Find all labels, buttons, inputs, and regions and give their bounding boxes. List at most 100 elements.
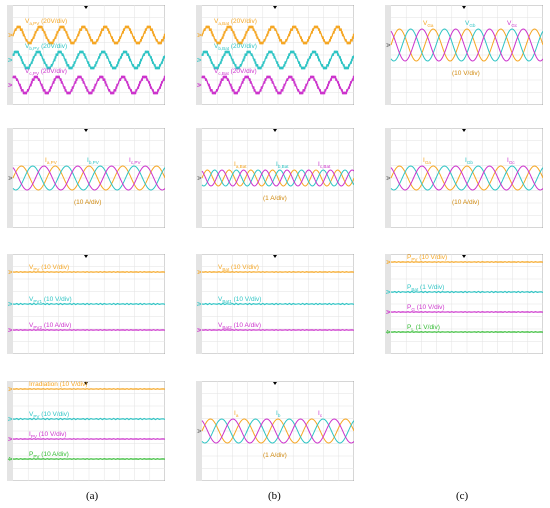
trace-label-3: IPV (10 V/div)	[29, 431, 67, 439]
trace-label-3: Ic,PV	[129, 157, 141, 165]
trace-label-2: VPV (10 V/div)	[29, 411, 69, 419]
scale-label: (10 A/div)	[452, 199, 479, 206]
trace-label-1: VGa	[423, 20, 434, 28]
trace-label-1: Va,PV (20V/div)	[25, 18, 67, 26]
waveform-3	[201, 329, 354, 331]
scope-panel-b2: Ia,Bat Ib,Bat Ic,Bat 1 (1 A/div)	[196, 128, 354, 228]
caption-a: (a)	[86, 490, 99, 502]
trace-label-3: Vc,PV (20V/div)	[25, 68, 67, 76]
waveform-1	[12, 388, 165, 390]
waveform-3	[390, 311, 543, 313]
waveform-2	[12, 417, 165, 421]
waveform-3	[12, 165, 165, 191]
svg-text:1: 1	[386, 176, 389, 182]
waveform-2	[201, 169, 354, 187]
svg-text:2: 2	[197, 302, 200, 308]
scope-panel-b4: Ia Ib Ic 1 (1 A/div)	[196, 381, 354, 481]
scope-panel-c1: VGa VGb VGc 1 (10 V/div)	[385, 5, 543, 105]
trigger-marker-icon	[84, 6, 88, 9]
svg-text:3: 3	[8, 328, 11, 334]
svg-text:3: 3	[197, 328, 200, 334]
waveform-2	[12, 302, 165, 306]
scale-label: (10 A/div)	[74, 199, 101, 206]
waveform-1	[201, 418, 354, 444]
waveform-1	[12, 271, 165, 273]
scale-label: (1 A/div)	[263, 452, 287, 459]
trace-label-4: PL (1 V/div)	[407, 324, 440, 332]
svg-text:4: 4	[386, 330, 389, 336]
trigger-marker-icon	[462, 129, 466, 132]
trace-label-1: Va,Bat (20V/div)	[214, 18, 257, 26]
svg-text:1: 1	[8, 387, 11, 393]
svg-text:1: 1	[197, 33, 200, 39]
waveform-1	[390, 261, 543, 263]
scale-label: (10 V/div)	[452, 70, 480, 77]
waveform-2	[12, 50, 165, 70]
trace-label-3: Ic	[318, 410, 323, 418]
trigger-marker-icon	[462, 255, 466, 258]
svg-text:2: 2	[8, 417, 11, 423]
trace-label-2: PBat (1 V/div)	[407, 284, 444, 292]
trace-label-3: VGc	[507, 20, 518, 28]
trace-label-2: Ib,PV	[87, 157, 100, 165]
waveform-1	[201, 271, 354, 273]
svg-text:1: 1	[197, 270, 200, 276]
trace-label-1: Ia,Bat	[234, 161, 247, 169]
waveform-3	[12, 329, 165, 331]
trace-label-1: PPV (10 V/div)	[407, 254, 447, 262]
svg-text:3: 3	[8, 83, 11, 89]
svg-text:1: 1	[8, 270, 11, 276]
svg-text:3: 3	[197, 83, 200, 89]
scope-panel-a4: 1 Irradiation (10 V/div) 2 VPV (10 V/div) 3 I…	[7, 381, 165, 481]
waveform-1	[390, 165, 543, 191]
svg-text:1: 1	[386, 43, 389, 49]
svg-text:2: 2	[386, 290, 389, 296]
svg-text:1: 1	[197, 429, 200, 435]
waveform-1	[390, 28, 543, 62]
svg-text:4: 4	[8, 457, 11, 463]
trace-label-1: Ia	[234, 410, 239, 418]
waveform-4	[390, 331, 543, 333]
trace-label-1: IGa	[423, 157, 431, 165]
caption-b: (b)	[268, 490, 281, 502]
svg-text:1: 1	[8, 33, 11, 39]
trigger-marker-icon	[462, 6, 466, 9]
caption-c: (c)	[456, 490, 469, 502]
trigger-marker-icon	[273, 255, 277, 258]
waveform-3	[201, 75, 354, 95]
waveform-4	[12, 458, 165, 460]
trigger-marker-icon	[273, 6, 277, 9]
trace-label-3: PG (10 V/div)	[407, 304, 445, 312]
svg-text:1: 1	[8, 176, 11, 182]
scale-label: (1 A/div)	[263, 195, 287, 202]
scope-panel-b3: 1 VBat (10 V/div) 2 VBat1 (10 V/div) 3 VBat2 …	[196, 254, 354, 354]
svg-text:2: 2	[8, 302, 11, 308]
trace-label-2: Vb,PV (20V/div)	[25, 43, 67, 51]
trigger-marker-icon	[84, 255, 88, 258]
trace-label-2: VBat1 (10 V/div)	[218, 296, 261, 304]
trace-label-1: Ia,PV	[45, 157, 58, 165]
waveform-2	[201, 302, 354, 306]
trigger-marker-icon	[273, 129, 277, 132]
trace-label-2: Ib	[276, 410, 281, 418]
waveform-2	[390, 290, 543, 294]
svg-text:1: 1	[386, 260, 389, 266]
trace-label-1: Irradiation (10 V/div)	[29, 381, 88, 388]
svg-text:1: 1	[197, 176, 200, 182]
scope-panel-c3: 1 PPV (10 V/div) 2 PBat (1 V/div) 3 PG (10 V/…	[385, 254, 543, 354]
scope-panel-b1: 1 Va,Bat (20V/div) 2 Vb,Bat (20V/div) 3 Vc,Ba…	[196, 5, 354, 105]
trace-label-3: Ic,Bat	[318, 161, 331, 169]
svg-text:3: 3	[386, 310, 389, 316]
waveform-1	[12, 165, 165, 191]
waveform-1	[12, 25, 165, 45]
scope-panel-a3: 1 VPV (10 V/div) 2 VPV1 (10 V/div) 3 VPV2 (10…	[7, 254, 165, 354]
waveform-3	[12, 75, 165, 95]
trace-label-1: VPV (10 V/div)	[29, 264, 69, 272]
trace-label-3: IGc	[507, 157, 515, 165]
trace-label-2: Vb,Bat (20V/div)	[214, 43, 257, 51]
waveform-3	[390, 165, 543, 191]
trace-label-3: VBat2 (10 A/div)	[218, 322, 261, 330]
scope-panel-a1: 1 Va,PV (20V/div) 2 Vb,PV (20V/div) 3 Vc,PV (…	[7, 5, 165, 105]
trigger-marker-icon	[273, 382, 277, 385]
trace-label-2: Ib,Bat	[276, 161, 289, 169]
